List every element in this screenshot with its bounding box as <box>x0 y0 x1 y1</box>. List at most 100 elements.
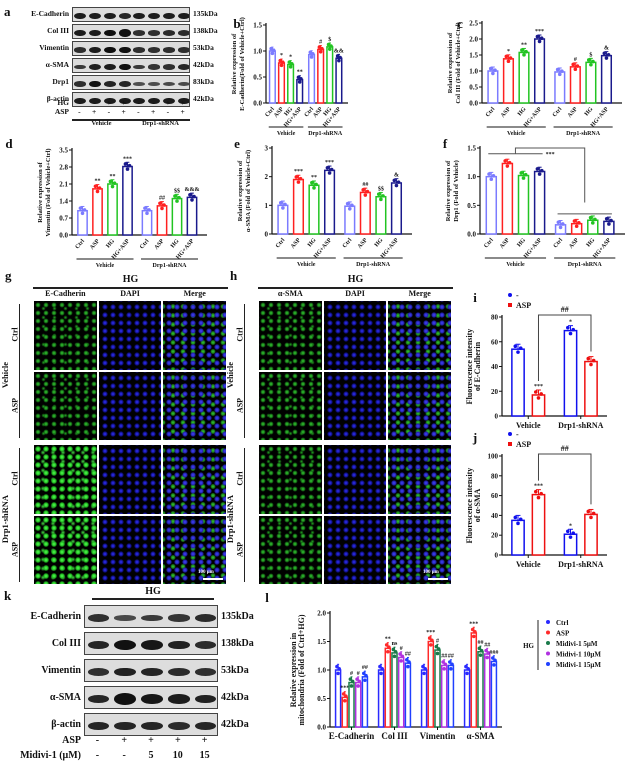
legend-label: Midivi-1 15μM <box>556 661 601 669</box>
data-point <box>430 638 434 643</box>
data-point <box>394 183 399 188</box>
bar <box>397 656 405 728</box>
data-point <box>338 55 342 60</box>
data-point <box>82 208 87 212</box>
blot-Col III <box>84 632 218 655</box>
data-point <box>158 201 162 206</box>
data-point <box>336 671 340 676</box>
condition-value: - <box>78 107 81 116</box>
data-point <box>533 489 538 494</box>
panel-label: d <box>5 136 13 151</box>
data-point <box>560 69 564 73</box>
y-tick-label: 0 <box>495 552 499 560</box>
y-tick-label: 1.5 <box>253 22 262 30</box>
kda-label: 135kDa <box>193 8 218 18</box>
x-tick-label: HG <box>284 106 295 117</box>
data-point <box>381 194 385 198</box>
data-point <box>443 662 448 667</box>
x-tick-label: Col III <box>381 731 408 741</box>
significance-label: $$ <box>378 185 384 192</box>
band <box>177 64 189 70</box>
x-tick-label: Ctrl <box>485 106 497 118</box>
micrograph <box>258 514 323 585</box>
x-tick-label: HG <box>584 106 595 117</box>
panel-label: j <box>472 430 477 445</box>
micrograph <box>97 370 163 441</box>
x-tick-label: Ctrl <box>139 238 151 250</box>
x-tick-label: HG <box>170 238 181 249</box>
condition-value: - <box>92 98 96 107</box>
data-point <box>318 49 323 54</box>
data-point <box>435 651 440 656</box>
x-tick-label: Vehicle <box>516 421 541 430</box>
data-point <box>110 184 115 189</box>
bar <box>307 53 316 104</box>
kda-label: 53kDa <box>193 42 214 52</box>
y-tick-label: 0.0 <box>253 100 262 108</box>
data-point <box>173 194 177 198</box>
x-tick-label: HG+ASP <box>322 106 342 129</box>
data-point <box>522 53 526 57</box>
scale-bar <box>203 578 223 580</box>
data-point <box>591 59 595 64</box>
kda-label: 42kDa <box>193 59 214 69</box>
group-label: Drp1-shRNA <box>308 131 343 137</box>
band <box>89 29 102 37</box>
band <box>114 721 136 731</box>
y-axis-label: Relative expression of <box>445 160 452 221</box>
x-tick-label: HG+ASP <box>590 106 610 129</box>
data-point <box>270 51 275 56</box>
data-point <box>297 80 302 84</box>
data-point <box>537 172 542 176</box>
band <box>177 82 189 86</box>
micrograph <box>387 370 453 441</box>
data-point <box>296 180 301 184</box>
data-point <box>518 346 523 350</box>
legend-group-label: HG <box>523 642 534 650</box>
y-tick-label: 2.0 <box>469 36 478 44</box>
data-point <box>539 392 543 396</box>
bar <box>277 62 286 104</box>
y-tick-label: 1.0 <box>253 48 262 56</box>
band <box>118 46 131 54</box>
bar <box>377 669 385 728</box>
band <box>162 82 175 86</box>
x-tick-label: HG+ASP <box>111 238 131 261</box>
legend-label: ASP <box>516 301 531 310</box>
data-point <box>78 206 83 210</box>
data-point <box>477 646 482 651</box>
data-point <box>349 684 354 688</box>
micrograph <box>97 300 163 371</box>
data-point <box>384 643 389 647</box>
x-tick-label: HG <box>374 237 385 248</box>
condition-label: ASP <box>62 735 81 746</box>
bar <box>326 46 334 104</box>
x-tick-label: HG <box>105 238 116 249</box>
x-tick-label: HG+ASP <box>523 237 543 260</box>
y-tick-label: 1.0 <box>469 68 478 76</box>
significance-label: # <box>400 646 403 652</box>
x-tick-label: Ctrl <box>552 106 564 118</box>
data-point <box>160 206 164 211</box>
data-point <box>442 667 447 671</box>
data-point <box>380 667 384 671</box>
data-point <box>288 65 293 69</box>
bar <box>485 175 498 235</box>
data-point <box>504 54 509 59</box>
condition-value: + <box>121 98 126 107</box>
group-label: Vehicle <box>277 131 296 137</box>
condition-value: 5 <box>148 750 154 761</box>
data-point <box>422 671 426 676</box>
data-point <box>537 39 542 44</box>
band <box>141 667 163 677</box>
data-point <box>488 66 493 71</box>
bar <box>292 178 305 235</box>
significance-label: &&& <box>185 187 200 193</box>
y-tick-label: 2.8 <box>59 164 68 172</box>
data-point <box>471 634 476 639</box>
y-tick-label: 80 <box>491 472 499 480</box>
data-point <box>145 211 149 216</box>
data-point <box>177 195 181 200</box>
data-point <box>357 679 362 684</box>
band <box>194 613 217 622</box>
